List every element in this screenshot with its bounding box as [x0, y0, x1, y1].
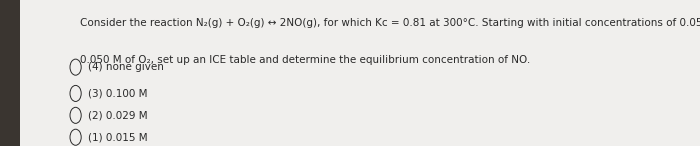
- Text: (1) 0.015 M: (1) 0.015 M: [88, 132, 148, 142]
- Bar: [0, 0, 20, 146]
- Text: (4) none given: (4) none given: [88, 62, 164, 72]
- Text: Consider the reaction N₂(g) + O₂(g) ↔ 2NO(g), for which Kᴄ = 0.81 at 300°C. Star: Consider the reaction N₂(g) + O₂(g) ↔ 2N…: [80, 18, 700, 27]
- Text: (3) 0.100 M: (3) 0.100 M: [88, 88, 148, 98]
- Text: 0.050 M of O₂, set up an ICE table and determine the equilibrium concentration o: 0.050 M of O₂, set up an ICE table and d…: [80, 55, 531, 65]
- Text: (2) 0.029 M: (2) 0.029 M: [88, 110, 148, 120]
